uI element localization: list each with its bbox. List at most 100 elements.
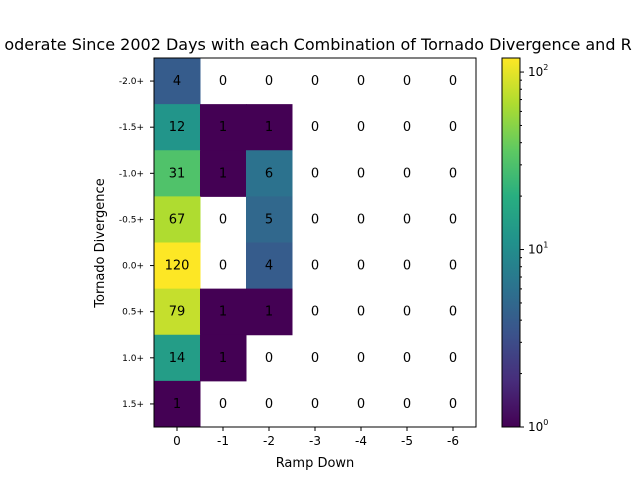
heatmap-cell [246, 150, 293, 197]
cell-value-label: 1 [265, 120, 273, 135]
cell-value-label: 0 [449, 305, 457, 320]
heatmap-cell [200, 104, 247, 151]
cell-value-label: 0 [311, 212, 319, 227]
cell-value-label: 0 [403, 212, 411, 227]
colorbar-ticks: 100 101 102 [520, 63, 548, 434]
colorbar-tick-label: 102 [528, 63, 548, 79]
heatmap-cell [246, 288, 293, 336]
heatmap-cell [200, 334, 247, 382]
y-tick-label: -1.5+ [119, 123, 144, 133]
cell-value-label: 0 [403, 259, 411, 274]
cell-value-label: 0 [449, 74, 457, 89]
y-tick-label: 1.0+ [122, 354, 144, 364]
cell-value-label: 1 [219, 166, 227, 181]
cell-labels: 4 0 0 0 0 0 0 12 1 1 0 0 0 0 31 1 6 0 0 0 0 67 0 5 0 0 0 0 120 0 4 0 0 0 0… [165, 74, 458, 412]
cell-value-label: 0 [219, 212, 227, 227]
cell-value-label: 0 [219, 74, 227, 89]
cell-value-label: 0 [449, 259, 457, 274]
cell-value-label: 1 [219, 120, 227, 135]
heatmap-cell [154, 104, 201, 151]
cell-value-label: 0 [311, 351, 319, 366]
cell-value-label: 0 [357, 74, 365, 89]
cell-value-label: 0 [357, 166, 365, 181]
heatmap-cell [154, 288, 201, 336]
heatmap-cell [154, 196, 201, 243]
heatmap-cell [154, 334, 201, 382]
cell-value-label: 0 [403, 120, 411, 135]
x-tick-label: -4 [355, 434, 367, 448]
cell-value-label: 31 [169, 166, 186, 181]
cell-value-label: 0 [265, 351, 273, 366]
x-axis-label: Ramp Down [276, 456, 355, 471]
heatmap-cells [154, 58, 293, 428]
cell-value-label: 0 [403, 166, 411, 181]
y-tick-label: -0.5+ [119, 215, 144, 225]
heatmap-cell [154, 150, 201, 197]
cell-value-label: 0 [449, 397, 457, 412]
cell-value-label: 4 [265, 259, 273, 274]
y-tick-label: -2.0+ [119, 77, 144, 87]
heatmap-cell [154, 242, 201, 290]
chart-title: oderate Since 2002 Days with each Combin… [4, 35, 631, 54]
cell-value-label: 0 [357, 259, 365, 274]
y-tick-label: 0.5+ [122, 308, 144, 318]
cell-value-label: 0 [357, 305, 365, 320]
cell-value-label: 0 [311, 120, 319, 135]
cell-value-label: 0 [449, 212, 457, 227]
heatmap-cell [246, 104, 293, 151]
cell-value-label: 6 [265, 166, 273, 181]
cell-value-label: 0 [311, 166, 319, 181]
cell-value-label: 0 [265, 397, 273, 412]
heatmap-cell [154, 58, 201, 105]
x-tick-label: -6 [447, 434, 459, 448]
heatmap-cell [246, 242, 293, 290]
x-tick-label: -3 [309, 434, 321, 448]
heatmap-cell [154, 380, 201, 428]
colorbar-tick-label: 100 [528, 418, 548, 434]
heatmap-cell [246, 196, 293, 243]
cell-value-label: 0 [357, 351, 365, 366]
colorbar-tick-label: 101 [528, 241, 548, 257]
cell-value-label: 120 [165, 259, 190, 274]
y-axis-label: Tornado Divergence [93, 178, 108, 308]
cell-value-label: 4 [173, 74, 181, 89]
cell-value-label: 0 [449, 351, 457, 366]
cell-value-label: 0 [357, 212, 365, 227]
cell-value-label: 67 [169, 212, 186, 227]
y-tick-label: 1.5+ [122, 400, 144, 410]
cell-value-label: 0 [403, 351, 411, 366]
y-axis-ticks: -2.0+ -1.5+ -1.0+ -0.5+ 0.0+ 0.5+ 1.0+ 1.5+ [119, 77, 154, 410]
cell-value-label: 1 [173, 397, 181, 412]
x-tick-label: -2 [263, 434, 275, 448]
x-axis-ticks: 0 -1 -2 -3 -4 -5 -6 [173, 427, 459, 448]
x-tick-label: -1 [217, 434, 229, 448]
y-tick-label: 0.0+ [122, 262, 144, 272]
cell-value-label: 0 [403, 397, 411, 412]
y-tick-label: -1.0+ [119, 169, 144, 179]
cell-value-label: 0 [357, 397, 365, 412]
cell-value-label: 0 [311, 259, 319, 274]
cell-value-label: 0 [403, 305, 411, 320]
cell-value-label: 0 [219, 259, 227, 274]
cell-value-label: 0 [403, 74, 411, 89]
cell-value-label: 79 [169, 305, 186, 320]
cell-value-label: 0 [449, 120, 457, 135]
cell-value-label: 0 [265, 74, 273, 89]
cell-value-label: 1 [265, 305, 273, 320]
cell-value-label: 0 [311, 305, 319, 320]
x-tick-label: 0 [173, 434, 181, 448]
cell-value-label: 0 [357, 120, 365, 135]
cell-value-label: 5 [265, 212, 273, 227]
cell-value-label: 0 [449, 166, 457, 181]
cell-value-label: 0 [219, 397, 227, 412]
cell-value-label: 1 [219, 305, 227, 320]
colorbar [501, 57, 521, 428]
cell-value-label: 14 [169, 351, 186, 366]
cell-value-label: 12 [169, 120, 186, 135]
cell-value-label: 0 [311, 397, 319, 412]
x-tick-label: -5 [401, 434, 413, 448]
cell-value-label: 1 [219, 351, 227, 366]
heatmap-cell [200, 150, 247, 197]
heatmap-cell [200, 288, 247, 336]
